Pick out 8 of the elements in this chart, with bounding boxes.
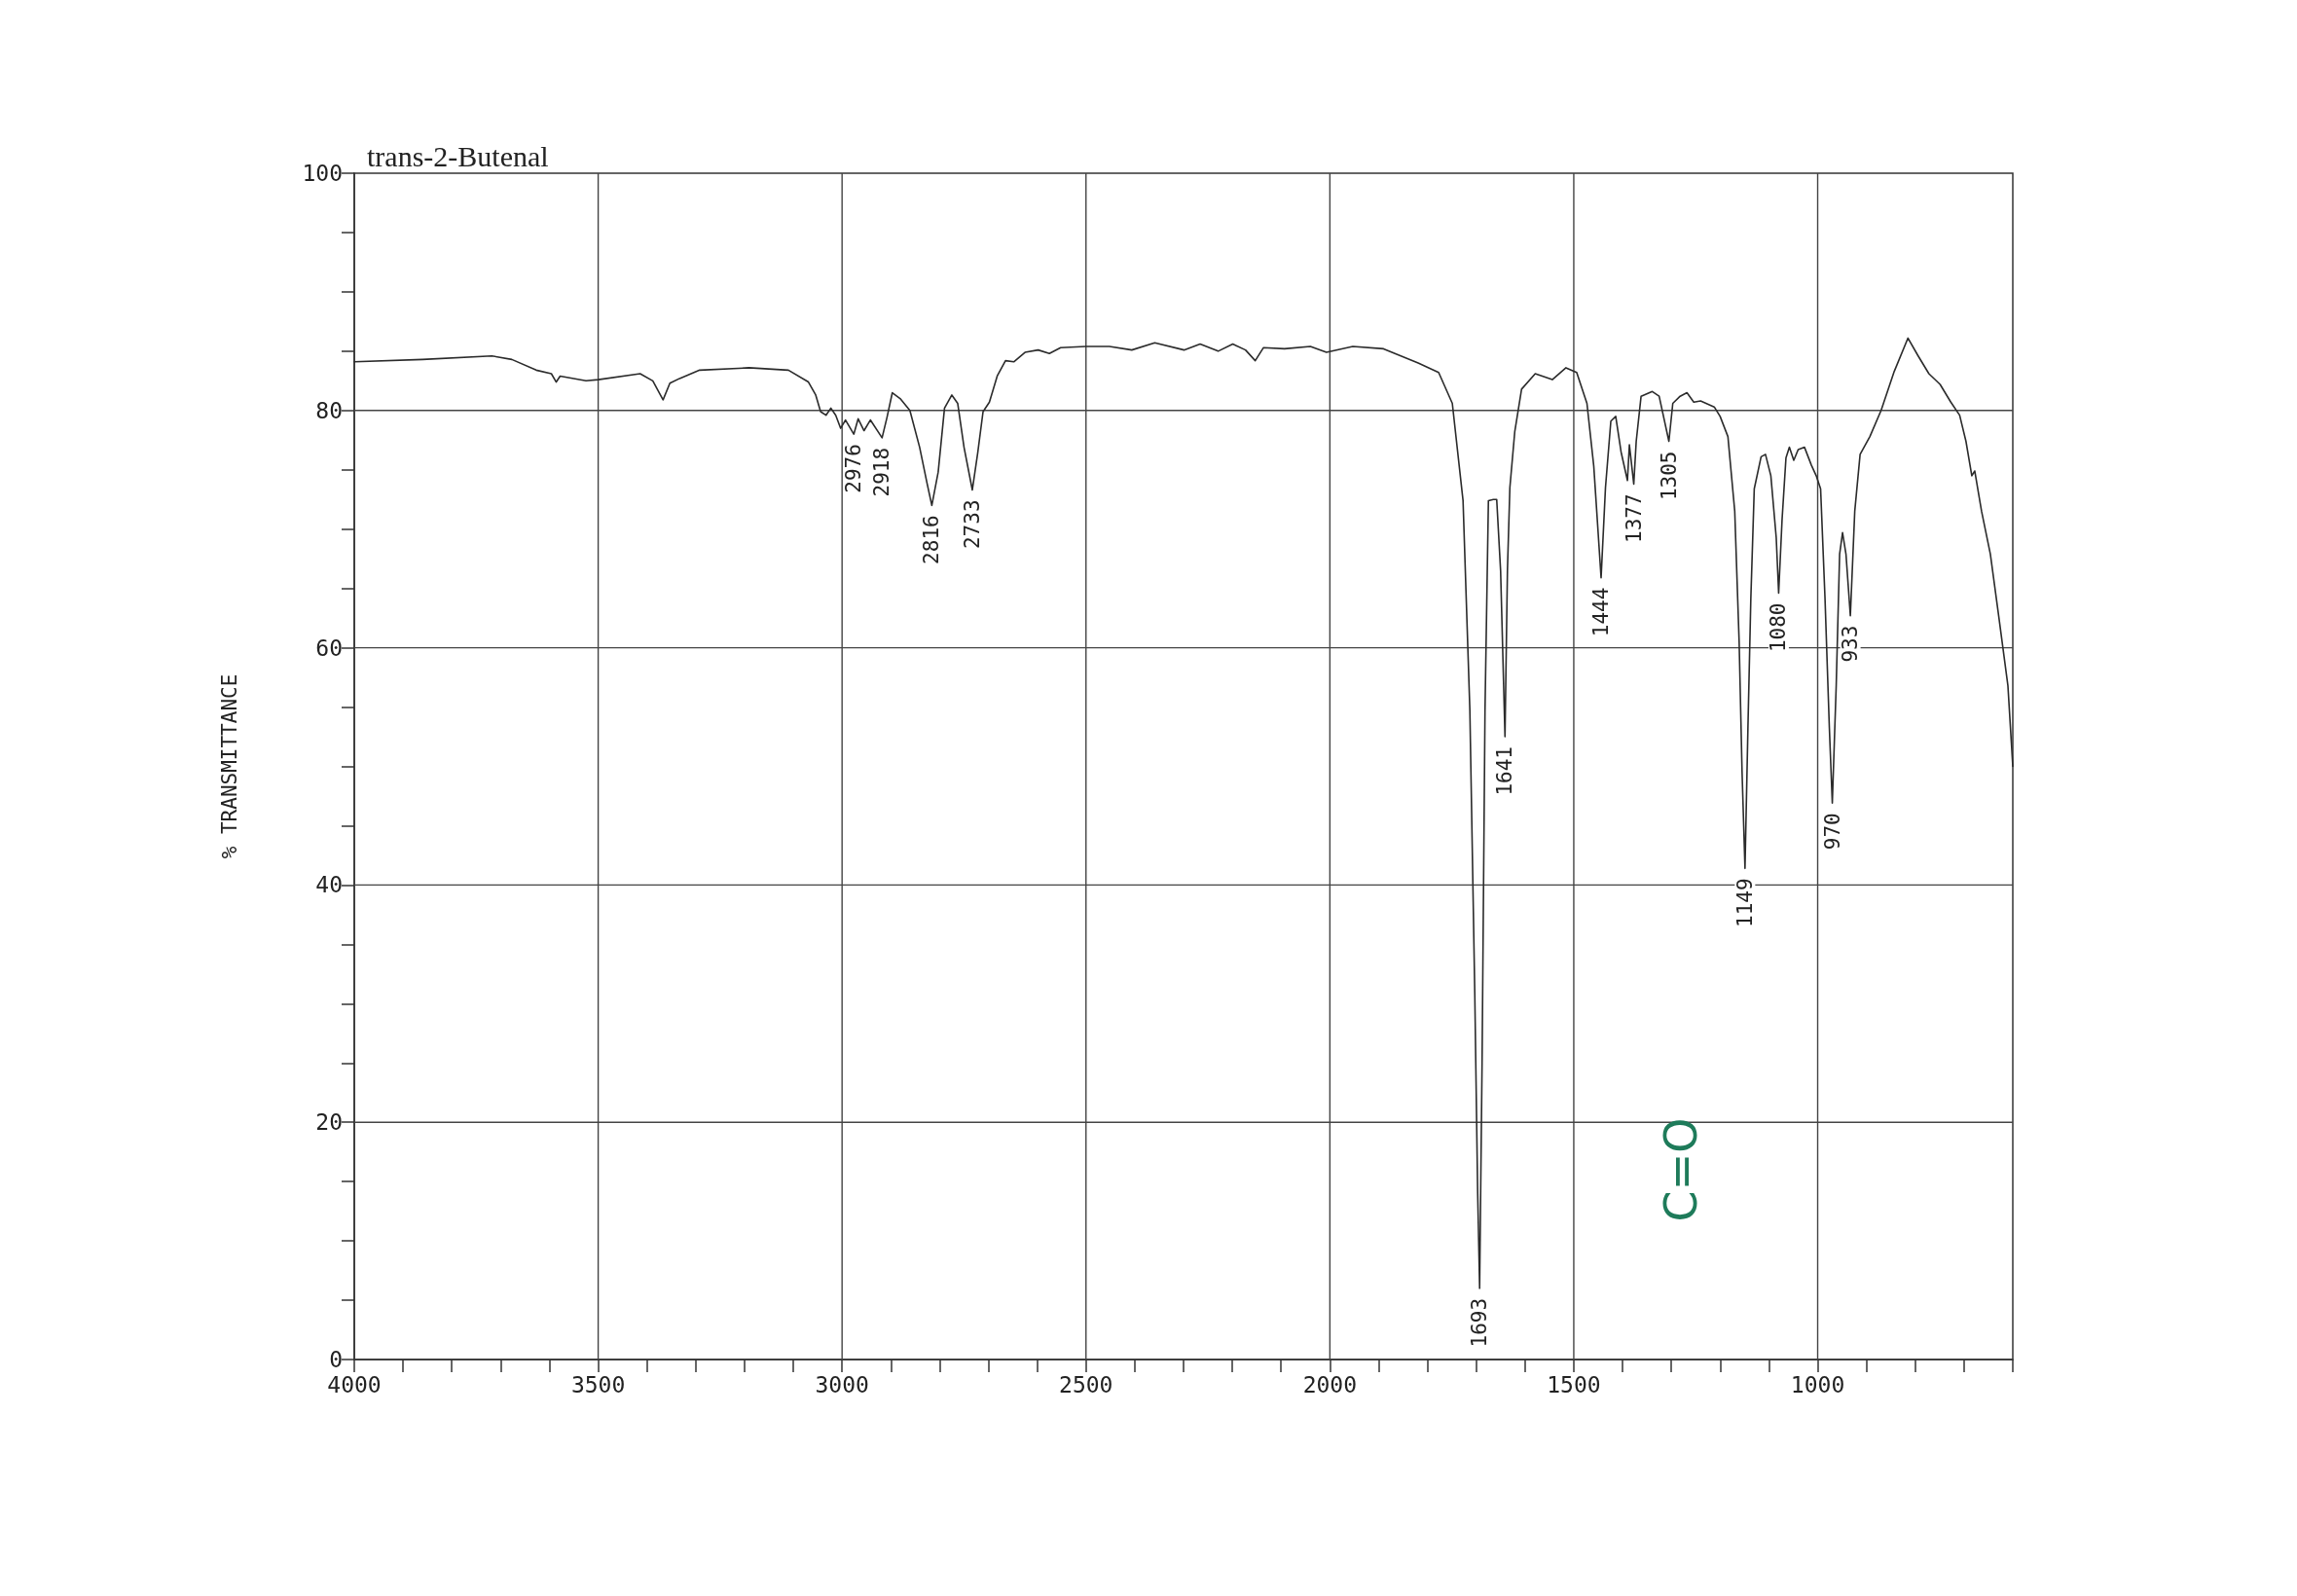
- x-tick-label: 3500: [570, 1371, 626, 1397]
- x-tick-label: 3000: [815, 1371, 869, 1397]
- x-tick-label: 2500: [1059, 1371, 1113, 1397]
- x-tick-label: 1000: [1790, 1371, 1845, 1397]
- x-tick-label: 1500: [1547, 1371, 1601, 1397]
- y-tick-label: 0: [329, 1347, 343, 1372]
- x-tick-label: 4000: [327, 1371, 382, 1397]
- x-tick-label: 2000: [1302, 1371, 1358, 1397]
